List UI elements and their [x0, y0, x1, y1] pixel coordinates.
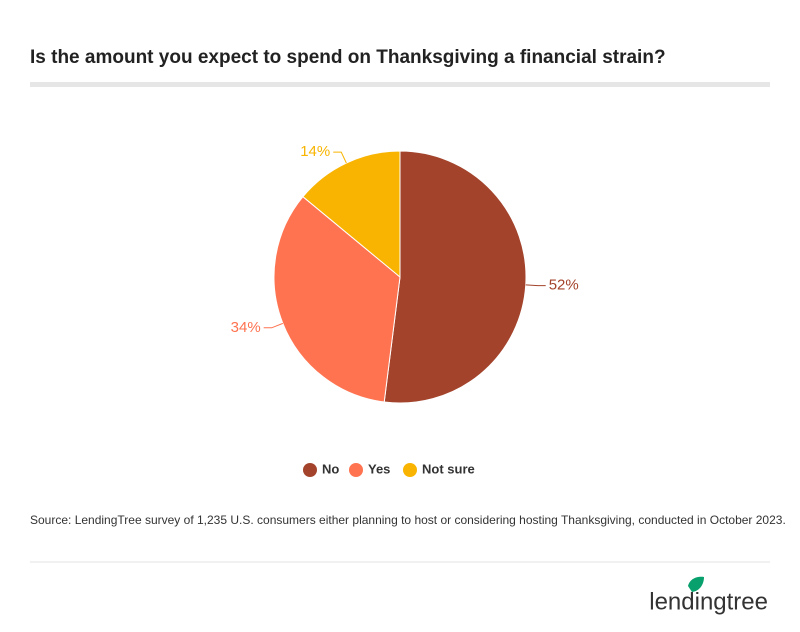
legend: No Yes Not sure	[303, 461, 475, 477]
title-rule	[30, 82, 770, 87]
source-note: Source: LendingTree survey of 1,235 U.S.…	[30, 513, 786, 527]
logo: lendingtree	[649, 576, 768, 615]
legend-swatch	[349, 463, 363, 477]
leader-line	[333, 151, 347, 164]
pie: 52% 34% 14%	[231, 143, 579, 404]
logo-text: lendingtree	[649, 588, 768, 615]
legend-label: Yes	[368, 461, 390, 476]
legend-label: No	[322, 461, 339, 476]
pie-slice	[302, 150, 401, 279]
leader-line	[263, 322, 284, 329]
pie-slice	[383, 150, 527, 404]
data-label: 34%	[231, 319, 261, 336]
data-label: 52%	[549, 277, 579, 294]
legend-swatch	[403, 463, 417, 477]
leader-line	[525, 284, 546, 287]
legend-swatch	[303, 463, 317, 477]
logo-leaf	[688, 576, 704, 592]
data-label: 14%	[300, 143, 330, 160]
chart-title: Is the amount you expect to spend on Tha…	[30, 47, 666, 68]
pie-slice	[273, 195, 401, 403]
legend-label: Not sure	[422, 461, 475, 476]
